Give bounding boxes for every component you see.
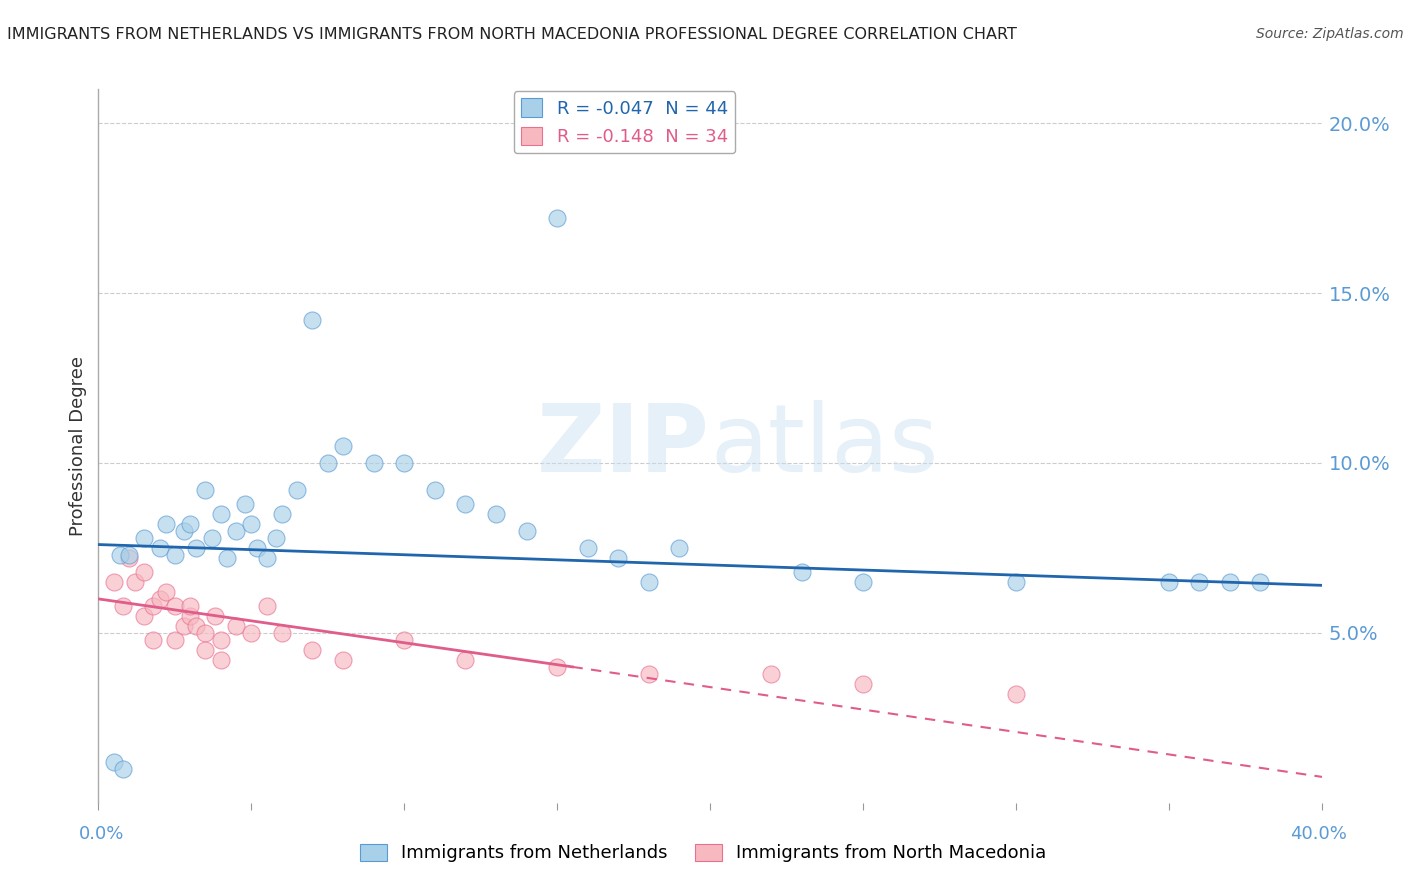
Point [215, 551, 238, 566]
Point [1004, 574, 1026, 589]
Point [392, 632, 416, 647]
Point [1004, 687, 1026, 701]
Point [759, 666, 782, 681]
Point [179, 599, 201, 613]
Point [246, 541, 269, 555]
Point [103, 755, 125, 769]
Point [118, 551, 141, 566]
Point [186, 619, 208, 633]
Point [186, 541, 208, 555]
Point [209, 507, 232, 521]
Point [546, 211, 568, 226]
Point [637, 666, 661, 681]
Text: IMMIGRANTS FROM NETHERLANDS VS IMMIGRANTS FROM NORTH MACEDONIA PROFESSIONAL DEGR: IMMIGRANTS FROM NETHERLANDS VS IMMIGRANT… [7, 27, 1017, 42]
Text: 0.0%: 0.0% [79, 825, 124, 843]
Point [209, 632, 232, 647]
Point [392, 456, 416, 470]
Point [790, 565, 813, 579]
Point [270, 507, 292, 521]
Point [124, 574, 146, 589]
Point [576, 541, 599, 555]
Point [332, 653, 354, 667]
Point [363, 456, 385, 470]
Point [285, 483, 308, 498]
Point [240, 626, 263, 640]
Point [233, 497, 256, 511]
Point [546, 660, 568, 674]
Point [852, 574, 875, 589]
Point [149, 541, 172, 555]
Legend: Immigrants from Netherlands, Immigrants from North Macedonia: Immigrants from Netherlands, Immigrants … [353, 837, 1053, 870]
Point [163, 632, 186, 647]
Point [194, 626, 217, 640]
Point [225, 524, 247, 538]
Point [134, 565, 156, 579]
Point [1249, 574, 1271, 589]
Point [1157, 574, 1180, 589]
Point [668, 541, 690, 555]
Text: 40.0%: 40.0% [1291, 825, 1347, 843]
Point [1219, 574, 1241, 589]
Text: atlas: atlas [710, 400, 938, 492]
Point [173, 524, 195, 538]
Point [607, 551, 630, 566]
Point [134, 531, 156, 545]
Point [516, 524, 538, 538]
Point [332, 439, 354, 453]
Point [264, 531, 287, 545]
Point [316, 456, 339, 470]
Point [423, 483, 446, 498]
Point [103, 574, 125, 589]
Point [194, 483, 217, 498]
Point [1188, 574, 1211, 589]
Point [301, 313, 323, 327]
Point [200, 531, 222, 545]
Point [256, 599, 278, 613]
Point [485, 507, 508, 521]
Point [179, 517, 201, 532]
Point [173, 619, 195, 633]
Point [163, 548, 186, 562]
Point [301, 643, 323, 657]
Point [134, 608, 156, 623]
Point [852, 677, 875, 691]
Y-axis label: Professional Degree: Professional Degree [69, 356, 87, 536]
Point [256, 551, 278, 566]
Point [108, 548, 131, 562]
Point [240, 517, 263, 532]
Point [149, 591, 172, 606]
Point [142, 632, 165, 647]
Point [209, 653, 232, 667]
Point [118, 548, 141, 562]
Point [111, 599, 134, 613]
Point [163, 599, 186, 613]
Point [454, 497, 477, 511]
Point [204, 608, 226, 623]
Point [194, 643, 217, 657]
Point [454, 653, 477, 667]
Point [179, 608, 201, 623]
Text: ZIP: ZIP [537, 400, 710, 492]
Point [270, 626, 292, 640]
Point [155, 517, 177, 532]
Legend: R = -0.047  N = 44, R = -0.148  N = 34: R = -0.047 N = 44, R = -0.148 N = 34 [513, 91, 735, 153]
Point [225, 619, 247, 633]
Point [637, 574, 661, 589]
Text: Source: ZipAtlas.com: Source: ZipAtlas.com [1256, 27, 1403, 41]
Point [155, 585, 177, 599]
Point [111, 762, 134, 776]
Point [142, 599, 165, 613]
